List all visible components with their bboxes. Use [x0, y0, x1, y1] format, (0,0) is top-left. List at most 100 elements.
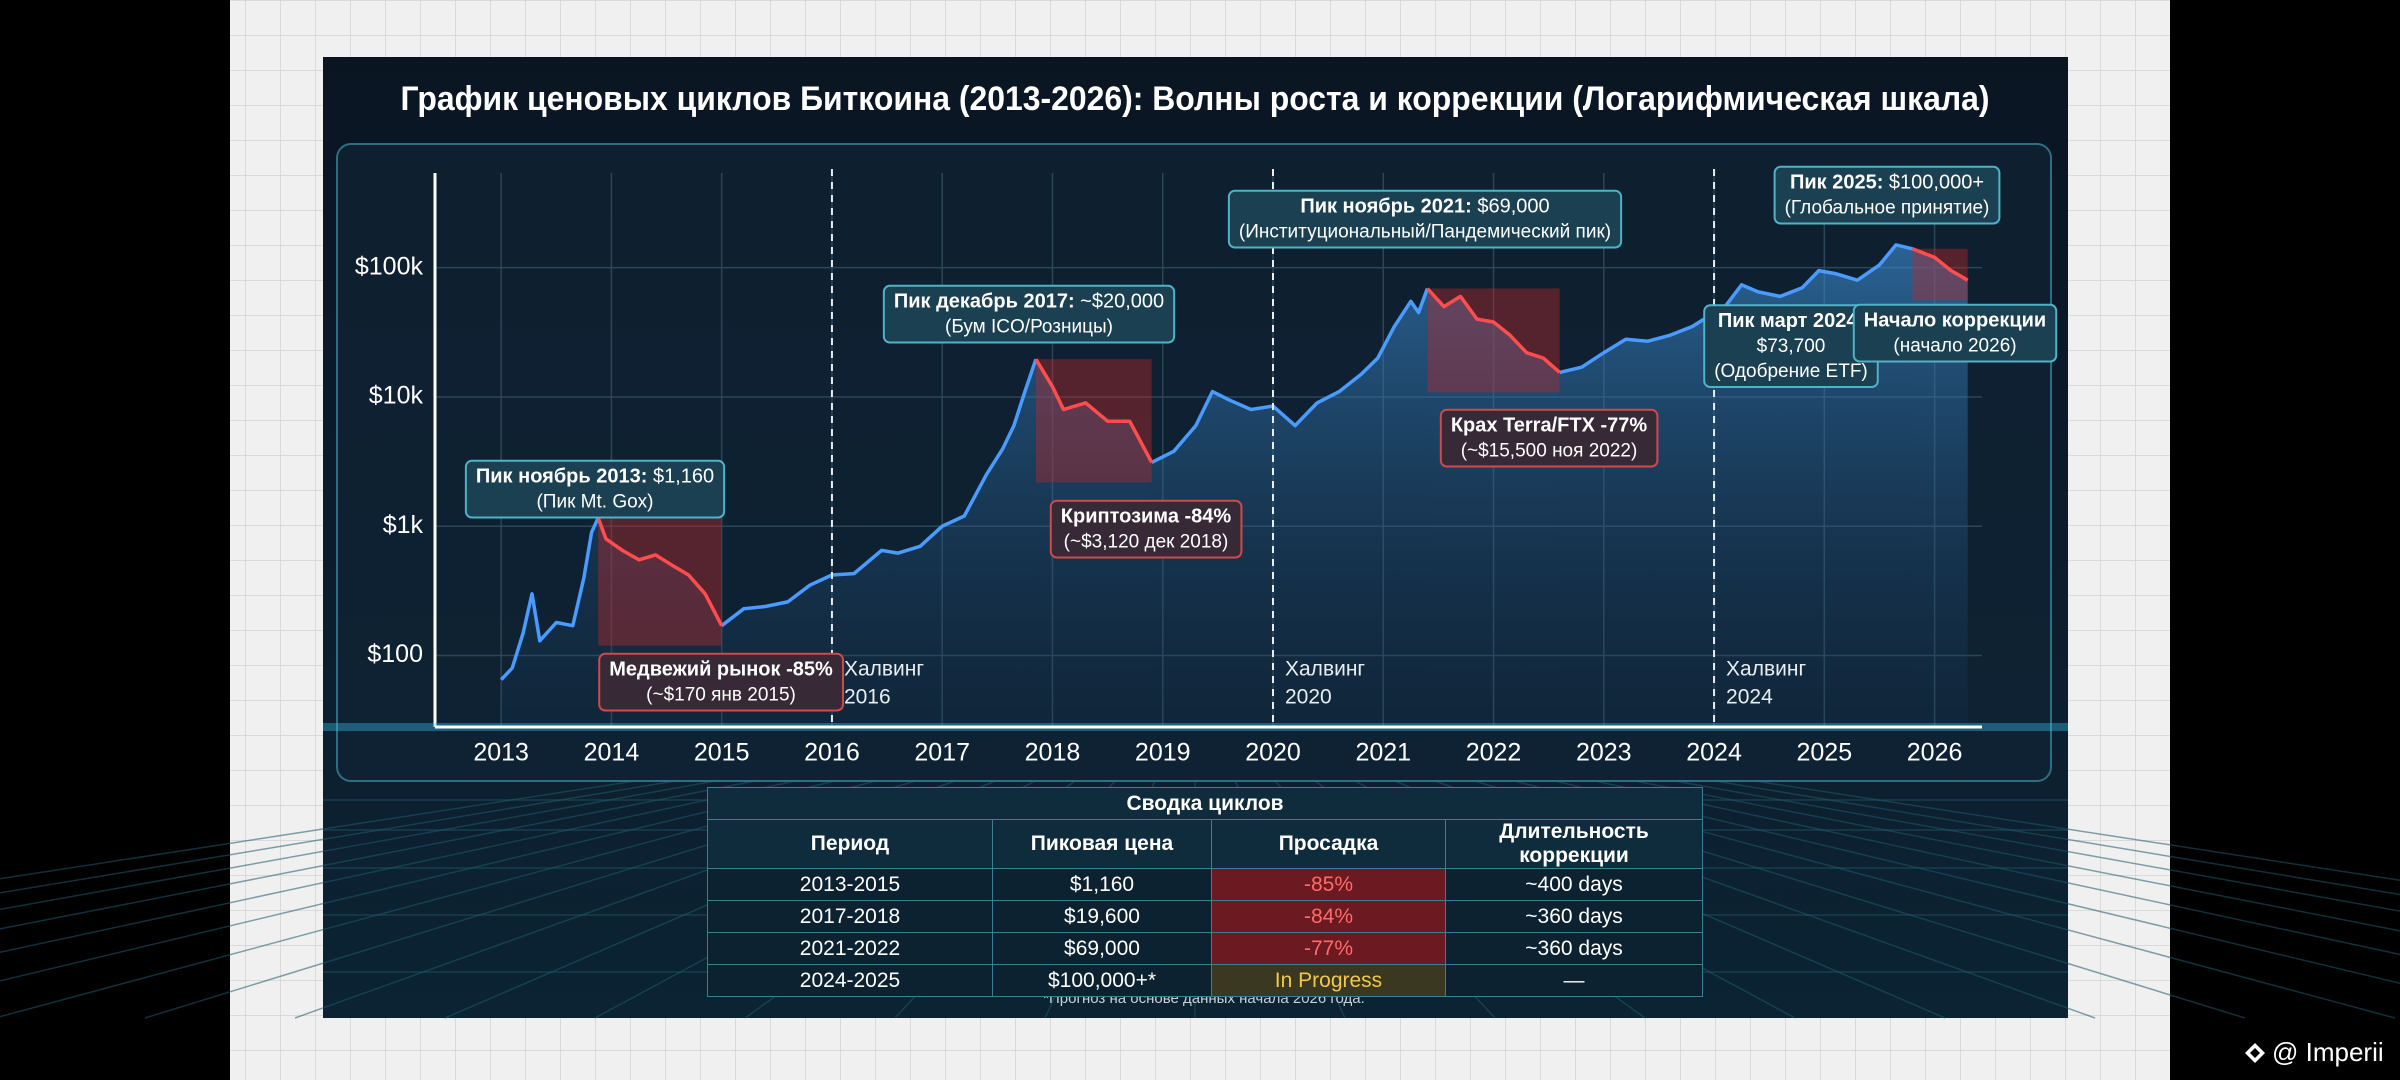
table-cell: -85%: [1211, 868, 1446, 901]
annotation: Пик декабрь 2017: ~$20,000 (Бум ICO/Розни…: [882, 284, 1176, 344]
annotation-line: Криптозима -84%: [1061, 506, 1232, 528]
annotation-head: Пик март 2024:: [1718, 310, 1864, 332]
watermark: @ Imperii: [2272, 1037, 2384, 1067]
x-tick-label: 2022: [1466, 739, 1522, 767]
floor-line: [0, 780, 836, 982]
annotation-line: (Институциональный/Пандемический пик): [1239, 222, 1611, 243]
annotation-tint: [1440, 409, 1658, 467]
x-tick-label: 2020: [1245, 739, 1301, 767]
annotation-head: Медвежий рынок -85%: [609, 659, 833, 681]
annotation: Пик ноябрь 2021: $69,000 (Институциональн…: [1227, 189, 1623, 249]
floor-line: [0, 780, 716, 911]
y-tick-label: $100: [367, 640, 423, 668]
floor-line: [0, 780, 636, 880]
annotation-tail: ~$20,000: [1075, 291, 1165, 313]
table-cell: 2017-2018: [707, 900, 993, 933]
x-tick-label: 2023: [1576, 739, 1632, 767]
halving-label: Халвинг: [844, 658, 924, 681]
annotation-box: [1049, 499, 1243, 559]
annotation-line: (~$3,120 дек 2018): [1064, 532, 1229, 553]
floor-line: [1594, 780, 2400, 956]
annotation-tint: [1774, 166, 2000, 224]
annotation-line: (Пик Mt. Gox): [536, 492, 653, 513]
annotation-tint: [883, 285, 1175, 343]
table-cell: ~360 days: [1444, 900, 1704, 933]
plot: $100 $1k $10k $100k 2013 2014 2015 2016 2017 2018…: [323, 165, 2068, 767]
annotation-line: (Бум ICO/Розницы): [945, 317, 1113, 338]
annotation-line: Пик март 2024:: [1718, 310, 1864, 332]
table-header-row: Период Пиковая цена Просадка Длительность к…: [707, 819, 1704, 869]
table-title-row: Сводка циклов: [706, 787, 1704, 820]
floor-line: [0, 780, 756, 930]
annotation-line: (Одобрение ETF): [1714, 361, 1868, 382]
annotation-line: (Глобальное принятие): [1785, 198, 1990, 219]
annotation-box: [1439, 408, 1659, 468]
annotation: Пик 2025: $100,000+ (Глобальное принятие): [1773, 165, 2001, 225]
annotation-box: [1852, 303, 2058, 363]
annotation: Крах Terra/FTX -77% (~$15,500 ноя 2022): [1439, 408, 1659, 468]
summary-table: Сводка циклов Период Пиковая цена Просадка Д…: [706, 787, 1704, 997]
annotation-line: (начало 2026): [1893, 336, 2016, 357]
halving-year: 2016: [844, 686, 891, 709]
table-header: Длительность коррекции: [1444, 819, 1704, 869]
annotation-tint: [1050, 500, 1242, 558]
x-tick-label: 2014: [584, 739, 640, 767]
table-cell: 2013-2015: [707, 868, 993, 901]
annotation-tint: [1853, 304, 2057, 362]
table-row: 2024-2025 $100,000+* In Progress —: [707, 964, 1704, 997]
area: [501, 244, 1913, 727]
y-tick-label: $100k: [355, 252, 424, 280]
annotation-box: [1227, 189, 1623, 249]
annotation-head: Криптозима -84%: [1061, 506, 1232, 528]
annotation-tail: $69,000: [1472, 196, 1550, 218]
x-tick-label: 2016: [804, 739, 860, 767]
table-cell: ~360 days: [1444, 932, 1704, 965]
annotation-tint: [1704, 305, 1878, 388]
annotation-head: Крах Terra/FTX -77%: [1451, 415, 1648, 437]
x-tick-label: 2019: [1135, 739, 1191, 767]
floor-line: [1554, 780, 2400, 985]
table-cell: 2021-2022: [707, 932, 993, 965]
y-tick-label: $10k: [369, 382, 424, 410]
table-header: Период: [707, 819, 993, 869]
floor-line: [1754, 780, 2400, 882]
table-row: 2013-2015 $1,160 -85% ~400 days: [707, 868, 1704, 901]
halving-label: Халвинг: [1726, 658, 1806, 681]
x-tick-label: 2021: [1355, 739, 1411, 767]
annotation-line: $73,700: [1757, 336, 1826, 357]
table-cell: ~400 days: [1444, 868, 1704, 901]
annotation-line: Медвежий рынок -85%: [609, 659, 833, 681]
x-tick-label: 2024: [1686, 739, 1742, 767]
x-tick-label: 2017: [914, 739, 970, 767]
table-cell: $69,000: [992, 932, 1212, 965]
floor-line: [1674, 780, 2400, 912]
annotation-head: Пик ноябрь 2021:: [1300, 196, 1472, 218]
annotation-line: Пик 2025: $100,000+: [1790, 172, 1984, 194]
annotation-tint: [465, 460, 725, 518]
correction-box: [1035, 359, 1152, 483]
annotation-head: Пик 2025:: [1790, 172, 1883, 194]
correction-box: [598, 517, 722, 646]
floor-line: [1714, 780, 2400, 896]
x-tick-label: 2015: [694, 739, 750, 767]
table-cell: $100,000+*: [992, 964, 1212, 997]
annotation-tail: $1,160: [647, 466, 714, 488]
annotation-box: [1773, 165, 2001, 225]
table-cell: 2024-2025: [707, 964, 993, 997]
annotation-tint: [1228, 190, 1622, 248]
x-tick-label: 2013: [473, 739, 529, 767]
x-tick-label: 2026: [1907, 739, 1963, 767]
annotation-line: Крах Terra/FTX -77%: [1451, 415, 1648, 437]
annotation: Пик март 2024: $73,700 (Одобрение ETF): [1703, 304, 1879, 389]
annotation-line: Пик ноябрь 2013: $1,160: [476, 466, 714, 488]
annotation: Начало коррекции (начало 2026): [1852, 303, 2058, 363]
annotation: Криптозима -84% (~$3,120 дек 2018): [1049, 499, 1243, 559]
annotation-box: [598, 652, 844, 712]
annotation-line: Пик ноябрь 2021: $69,000: [1300, 196, 1549, 218]
chart-title: График ценовых циклов Биткоина (2013-202…: [401, 80, 1990, 118]
annotation-tint: [599, 653, 843, 711]
table-cell: -77%: [1211, 932, 1446, 965]
table-header: Просадка: [1211, 819, 1446, 869]
